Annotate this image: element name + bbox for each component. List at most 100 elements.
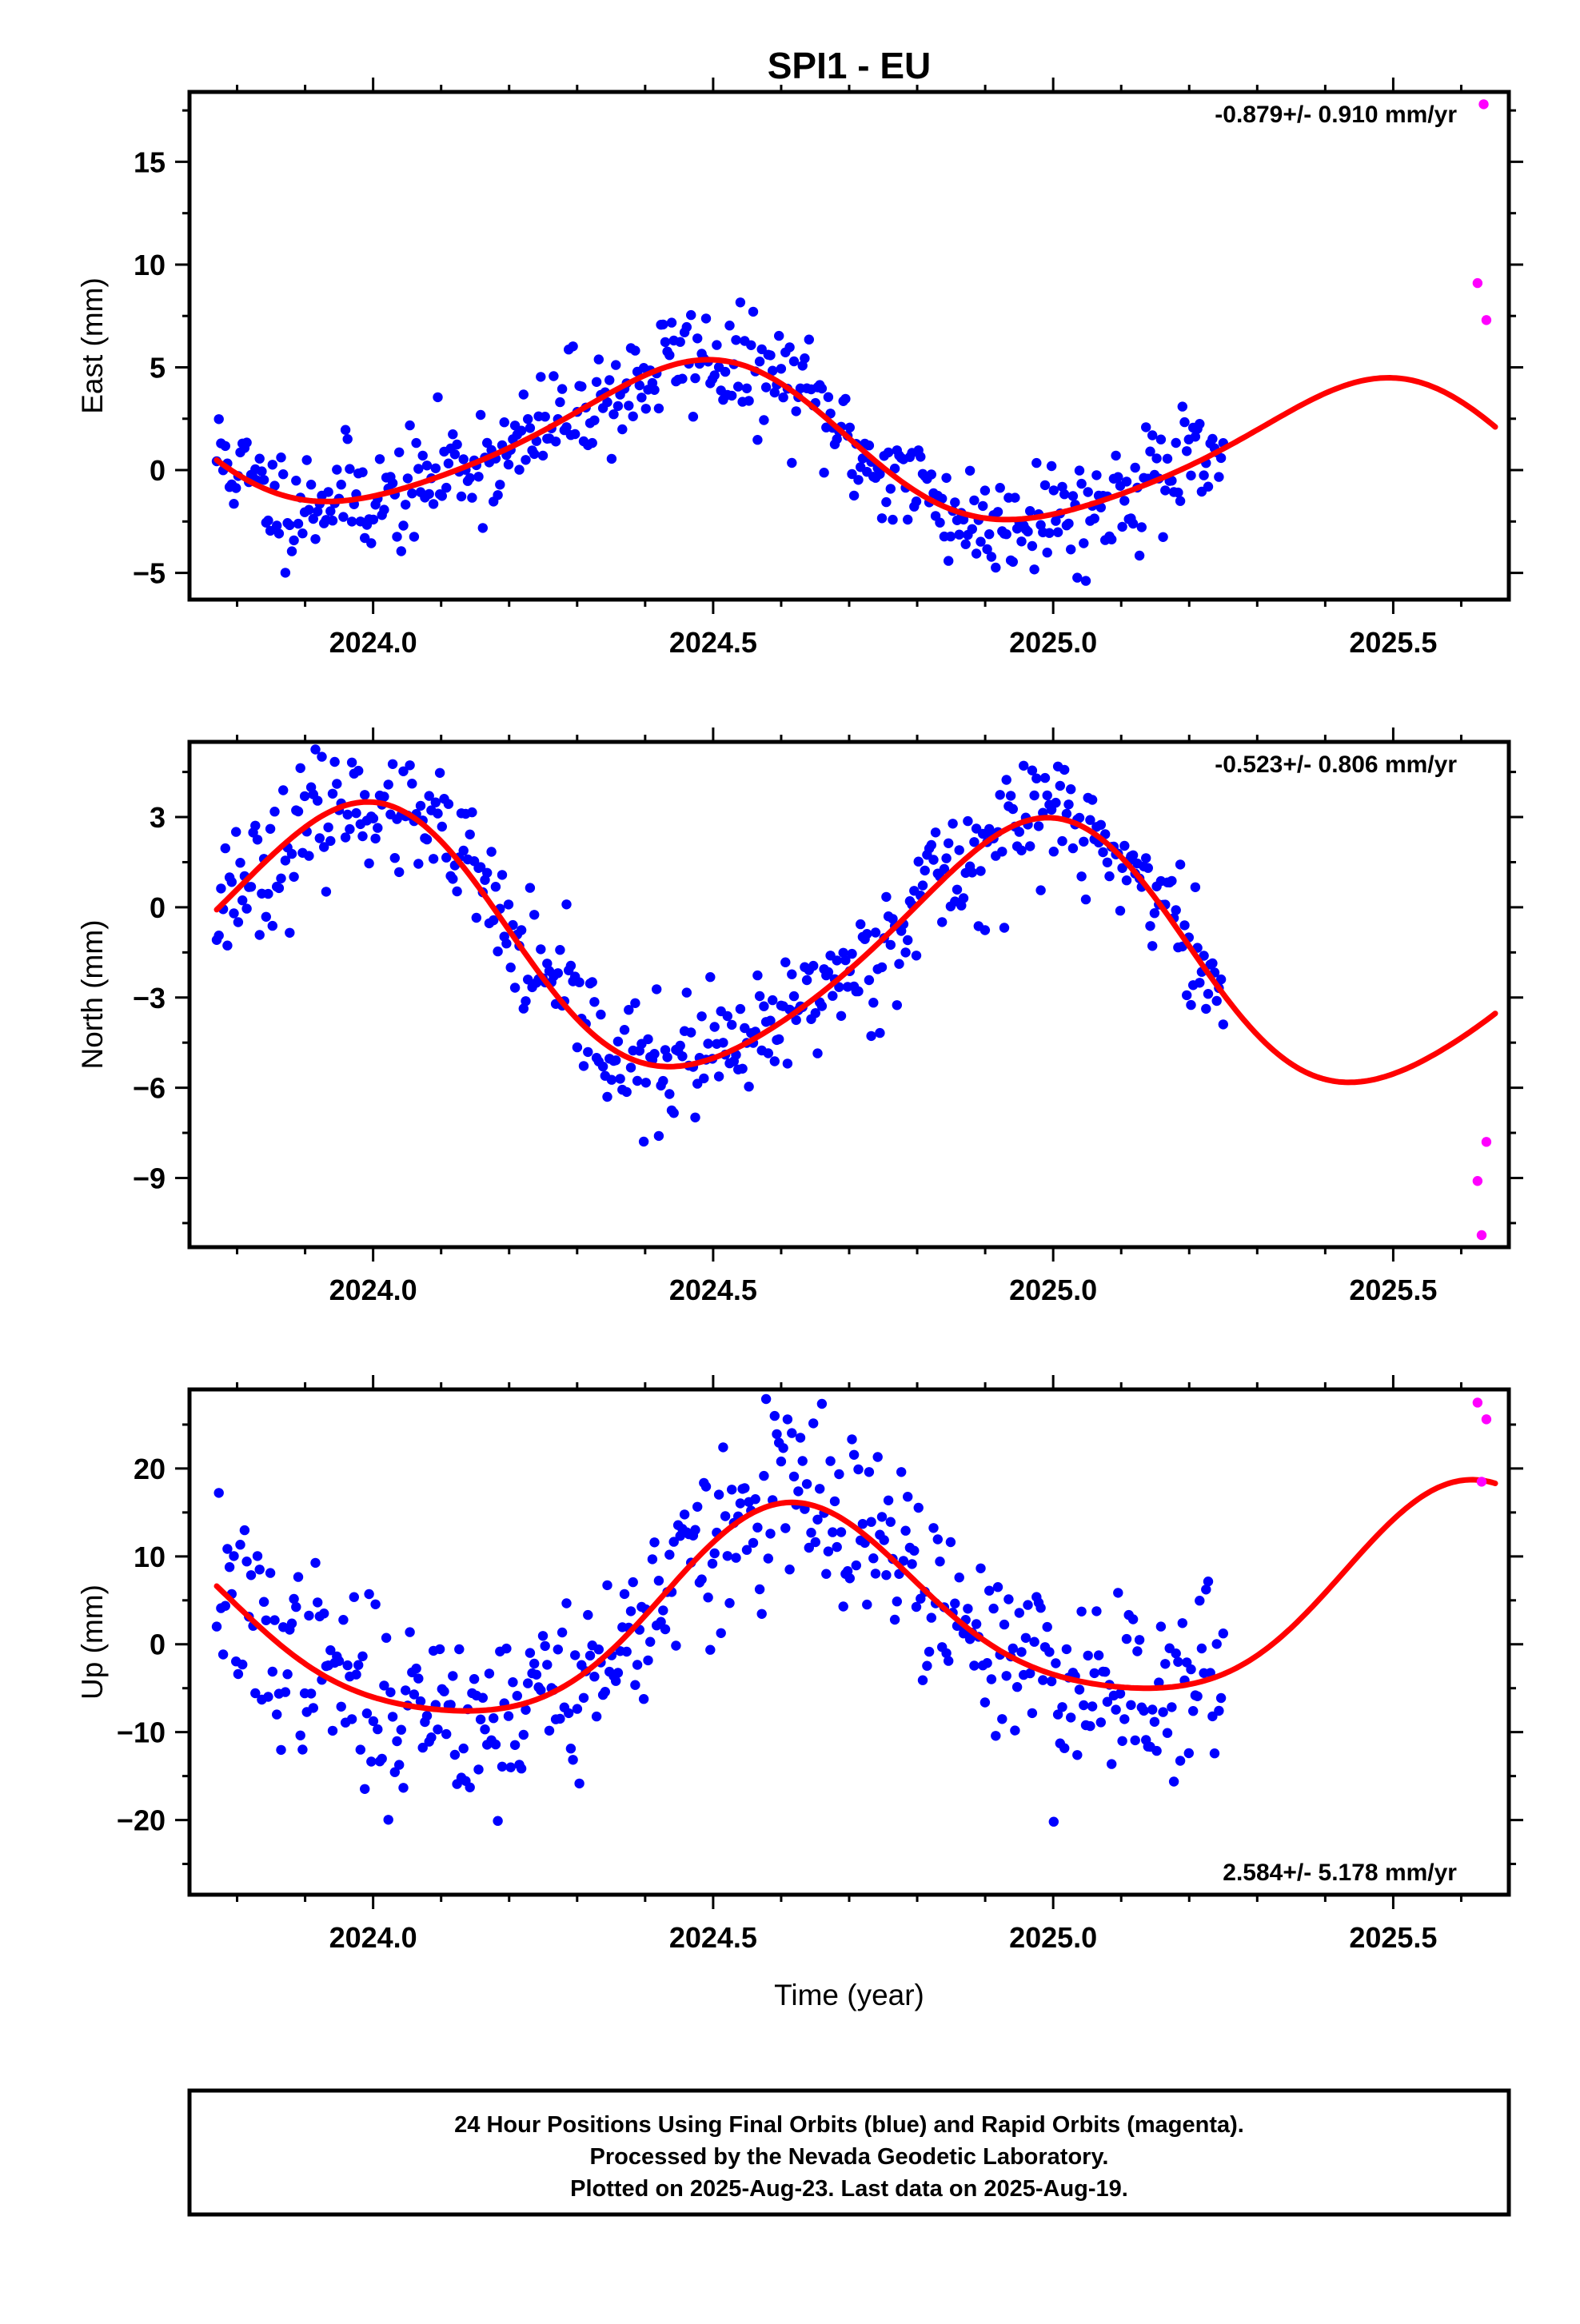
final-orbit-point	[278, 785, 289, 795]
final-orbit-point	[379, 1680, 389, 1691]
final-orbit-point	[402, 473, 413, 484]
final-orbit-point	[1119, 496, 1130, 506]
final-orbit-point	[793, 1486, 804, 1497]
final-orbit-point	[652, 984, 662, 995]
final-orbit-point	[1188, 1706, 1199, 1716]
final-orbit-point	[1011, 1682, 1023, 1692]
final-orbit-point	[1207, 1711, 1218, 1722]
final-orbit-point	[619, 1025, 630, 1035]
final-orbit-point	[1149, 908, 1160, 919]
final-orbit-point	[596, 1009, 606, 1020]
final-orbit-point	[1063, 799, 1074, 810]
final-orbit-point	[503, 899, 514, 910]
final-orbit-point	[235, 1540, 245, 1550]
final-orbit-point	[1179, 920, 1190, 931]
final-orbit-point	[782, 1414, 793, 1425]
final-orbit-point	[1171, 1648, 1181, 1659]
final-orbit-point	[353, 1660, 364, 1670]
rapid-orbit-point	[1481, 1414, 1492, 1425]
final-orbit-point	[490, 1739, 501, 1750]
final-orbit-point	[1051, 1658, 1061, 1668]
final-orbit-point	[477, 1692, 488, 1703]
final-orbit-point	[1139, 1705, 1149, 1716]
y-tick-label: −20	[117, 1804, 166, 1837]
final-orbit-point	[565, 960, 577, 971]
final-orbit-point	[448, 874, 458, 884]
final-orbit-point	[935, 1557, 945, 1567]
final-orbit-point	[903, 514, 913, 525]
final-orbit-point	[988, 1603, 999, 1614]
rapid-orbit-point	[1481, 1137, 1492, 1147]
final-orbit-point	[1046, 460, 1057, 472]
final-orbit-point	[353, 765, 364, 776]
final-orbit-point	[394, 447, 405, 457]
final-orbit-point	[971, 1619, 982, 1629]
final-orbit-point	[992, 507, 1003, 517]
final-orbit-point	[645, 1636, 656, 1647]
final-orbit-point	[361, 1708, 373, 1719]
final-orbit-point	[265, 823, 276, 835]
final-orbit-point	[421, 1711, 433, 1721]
final-orbit-point	[272, 520, 282, 531]
final-orbit-point	[258, 475, 269, 485]
final-orbit-point	[537, 450, 549, 461]
final-orbit-point	[744, 1082, 754, 1092]
final-orbit-point	[597, 1061, 608, 1072]
final-orbit-point	[1095, 819, 1107, 831]
final-orbit-point	[624, 1005, 634, 1015]
final-orbit-point	[323, 822, 333, 833]
final-orbit-point	[250, 820, 261, 831]
final-orbit-point	[868, 998, 879, 1008]
final-orbit-point	[449, 449, 461, 460]
final-orbit-point	[1016, 536, 1027, 547]
final-orbit-point	[213, 414, 224, 425]
final-orbit-point	[1186, 470, 1196, 480]
x-tick-label: 2024.0	[329, 1274, 417, 1306]
final-orbit-point	[254, 930, 265, 940]
final-orbit-point	[677, 1051, 688, 1062]
final-orbit-point	[585, 1650, 596, 1661]
final-orbit-point	[847, 948, 857, 959]
final-orbit-point	[443, 458, 454, 468]
final-orbit-point	[1052, 527, 1063, 537]
final-orbit-point	[1192, 1691, 1203, 1701]
final-orbit-point	[752, 1522, 763, 1533]
final-orbit-point	[497, 1761, 508, 1772]
footer-line-3: Plotted on 2025-Aug-23. Last data on 202…	[570, 2176, 1128, 2202]
final-orbit-point	[407, 779, 417, 789]
final-orbit-point	[357, 831, 368, 842]
final-orbit-point	[969, 495, 980, 506]
final-orbit-point	[690, 1525, 700, 1535]
final-orbit-point	[640, 404, 651, 414]
final-orbit-point	[441, 852, 452, 863]
final-orbit-point	[1014, 827, 1025, 837]
final-orbit-point	[836, 1011, 847, 1022]
final-orbit-point	[788, 991, 800, 1002]
x-tick-label: 2024.5	[669, 1274, 757, 1306]
final-orbit-point	[746, 340, 756, 350]
y-tick-label: 15	[134, 145, 166, 178]
final-orbit-point	[911, 496, 922, 507]
final-orbit-point	[969, 1660, 980, 1671]
plot-frame	[187, 739, 1511, 1250]
final-orbit-point	[862, 1599, 872, 1610]
y-tick-label: 0	[150, 1628, 166, 1661]
final-orbit-point	[1098, 847, 1108, 858]
final-orbit-point	[258, 1597, 269, 1607]
final-orbit-point	[945, 1537, 956, 1548]
final-orbit-point	[252, 1551, 263, 1561]
final-orbit-point	[1029, 1636, 1039, 1647]
final-orbit-point	[565, 1744, 577, 1754]
final-orbit-point	[413, 464, 424, 474]
final-orbit-point	[866, 1517, 876, 1527]
final-orbit-point	[1126, 1700, 1136, 1710]
final-orbit-point	[797, 1456, 808, 1466]
final-orbit-point	[690, 373, 700, 384]
final-orbit-point	[405, 420, 415, 431]
final-orbit-point	[922, 1660, 932, 1671]
final-orbit-point	[1201, 1585, 1211, 1595]
final-orbit-point	[748, 306, 759, 317]
final-orbit-point	[477, 523, 488, 533]
final-orbit-point	[828, 991, 838, 1001]
final-orbit-point	[619, 1589, 630, 1600]
